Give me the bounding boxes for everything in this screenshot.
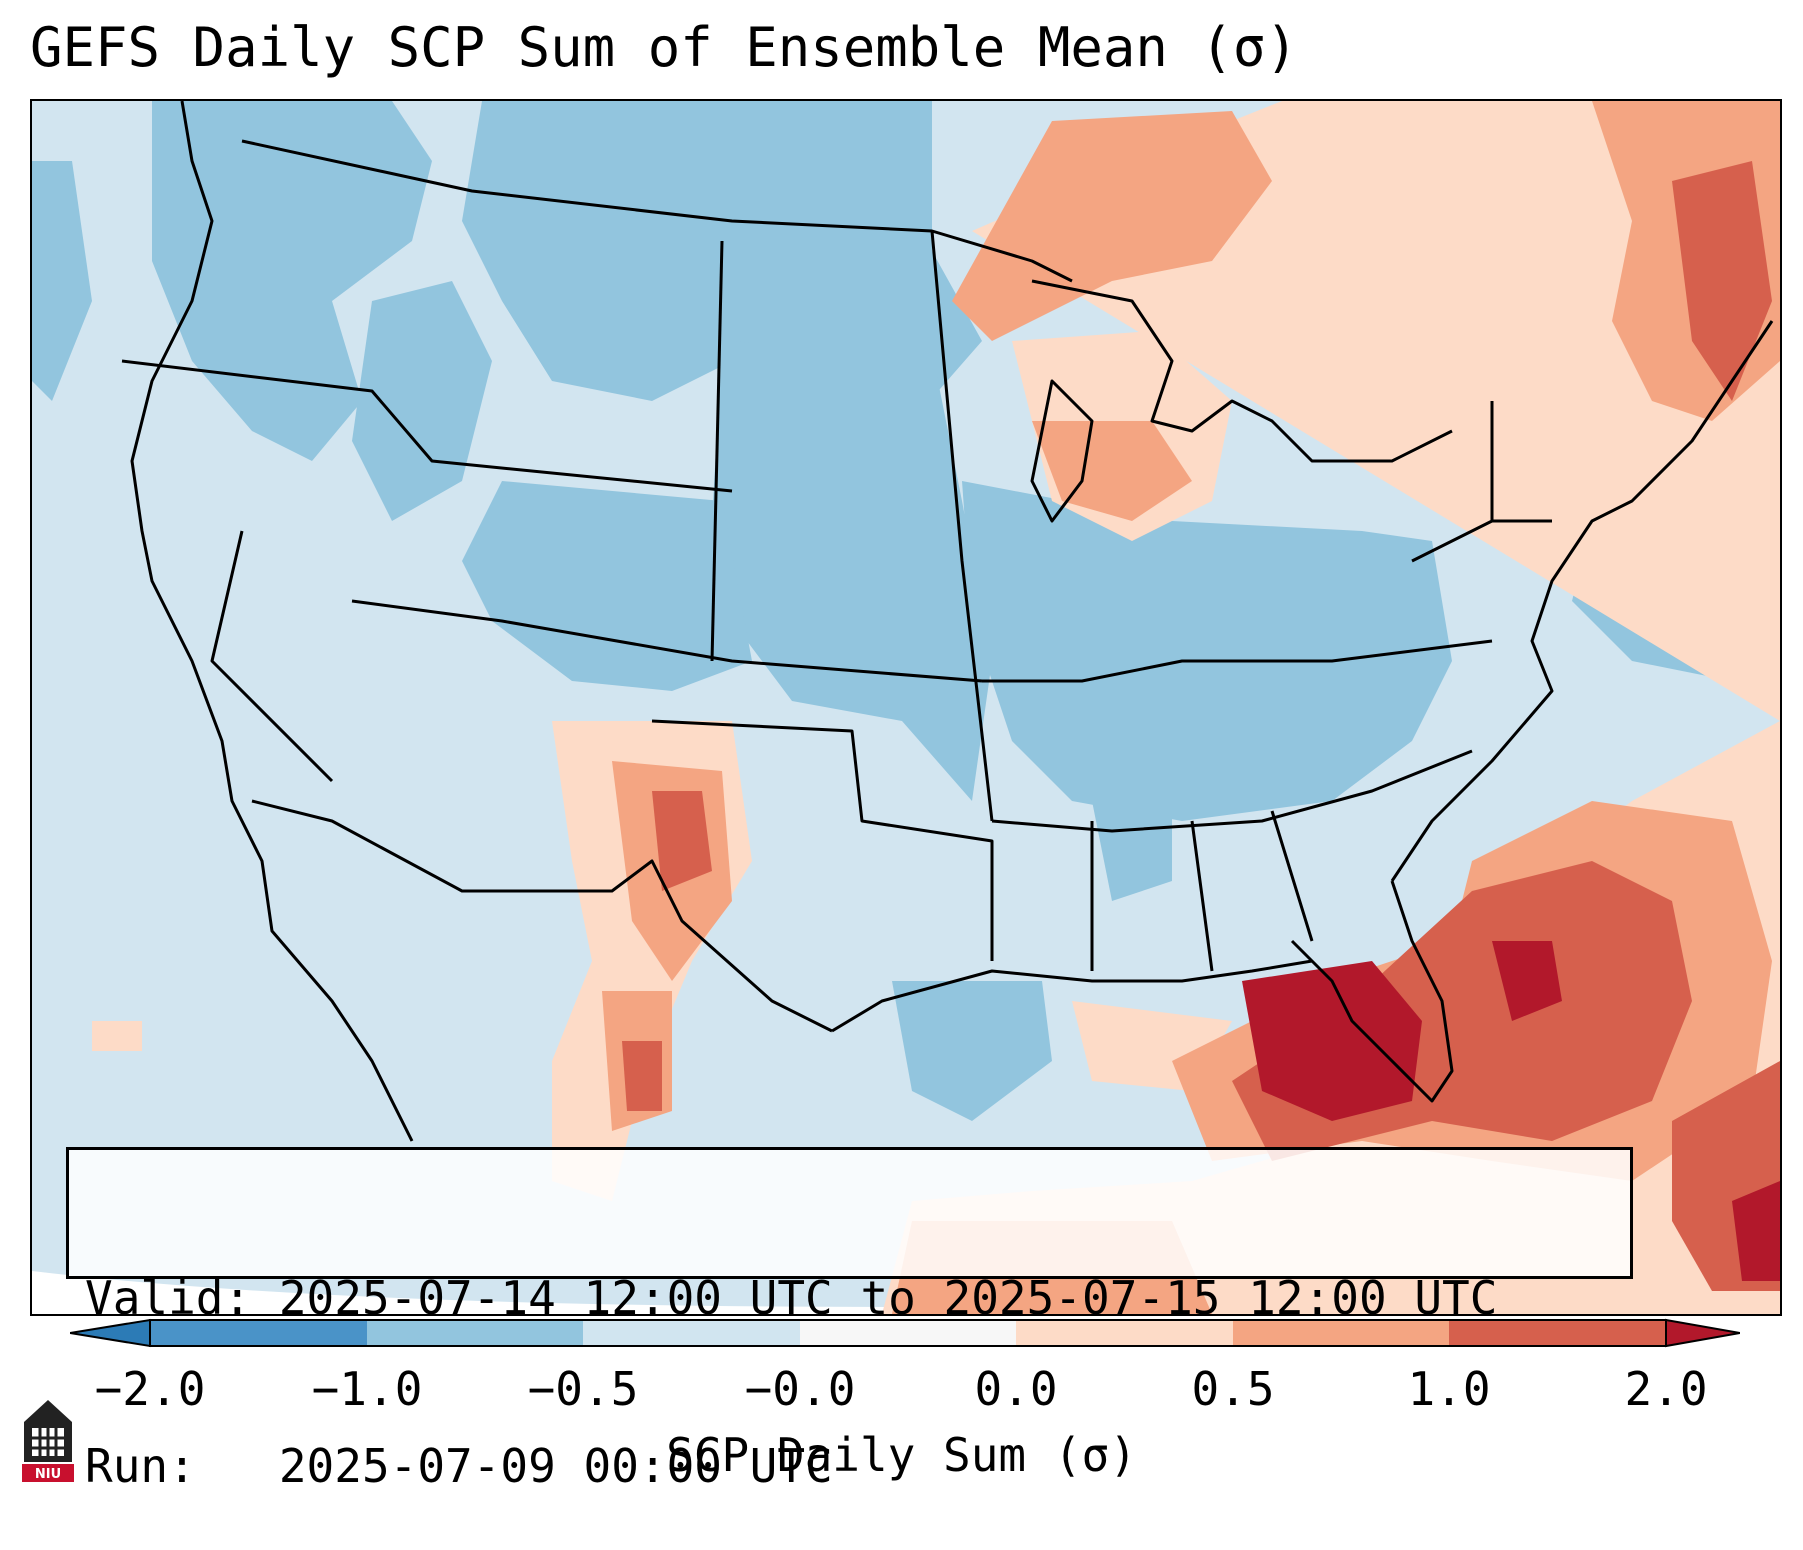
- colorbar-tick-label: −0.5: [527, 1362, 639, 1416]
- state-line-midwest: [982, 639, 1493, 683]
- map-panel: [30, 99, 1782, 1316]
- lake-michigan-outline: [1030, 379, 1094, 523]
- red-area-west-texas: [622, 1041, 662, 1111]
- great-lakes-outline: [1031, 279, 1453, 463]
- state-line-southeast: [1090, 810, 1314, 972]
- colorbar-tick-label: 0.5: [1191, 1362, 1275, 1416]
- state-line-plains-1: [710, 240, 724, 662]
- state-line-west-1: [121, 359, 733, 493]
- colorbar-bin: [150, 1320, 367, 1346]
- colorbar-outline: [149, 1319, 1667, 1347]
- darkred-area-bahamas: [1732, 1181, 1780, 1281]
- colorbar-bin: [1449, 1320, 1666, 1346]
- colorbar-bin: [583, 1320, 800, 1346]
- colorbar-tick-label: −0.0: [744, 1362, 856, 1416]
- colorbar-bin: [1016, 1320, 1233, 1346]
- mexico-us-border: [251, 799, 833, 1033]
- west-coastline: [130, 101, 414, 1142]
- boundary-lines: [121, 101, 1774, 1142]
- florida-peninsula: [1290, 880, 1454, 1103]
- blue-patch-idaho: [352, 281, 492, 521]
- orange-area-quebec: [952, 111, 1272, 341]
- positive-anomaly-layer-4: [1242, 941, 1780, 1281]
- red-area-new-mexico: [652, 791, 712, 891]
- darkred-area-florida-gulf: [1242, 961, 1422, 1121]
- colorbar-tick-label: 2.0: [1624, 1362, 1708, 1416]
- blue-patch-central-plains: [712, 341, 992, 801]
- salmon-area-baja: [92, 1021, 142, 1051]
- blue-patch-northwest: [152, 101, 432, 461]
- niu-logo: NIU: [22, 1400, 74, 1482]
- red-area-gulf-of-maine: [1672, 161, 1772, 401]
- blue-patch-colorado: [462, 481, 752, 691]
- state-line-plains-2: [930, 230, 994, 822]
- svg-text:NIU: NIU: [35, 1467, 61, 1482]
- valid-run-info-box: Valid: 2025-07-14 12:00 UTC to 2025-07-1…: [66, 1147, 1633, 1493]
- state-line-texas: [651, 719, 994, 961]
- colorbar-underflow-triangle: [70, 1318, 151, 1348]
- run-time-line: Run: 2025-07-09 00:00 UTC: [85, 1439, 833, 1493]
- canada-us-border: [241, 139, 1073, 283]
- state-line-northeast: [1411, 401, 1552, 563]
- colorbar-bin: [800, 1320, 1016, 1346]
- colorbar-label: SCP Daily Sum (σ): [666, 1428, 1137, 1482]
- blue-patch-pacific: [32, 161, 92, 401]
- gulf-coastline: [831, 959, 1313, 1033]
- colorbar-bin: [1233, 1320, 1449, 1346]
- state-line-south: [991, 749, 1473, 833]
- colorbar-tick-label: −1.0: [311, 1362, 423, 1416]
- darkred-area-atlantic: [1492, 941, 1562, 1021]
- colorbar-tick-label: 0.0: [974, 1362, 1058, 1416]
- blue-patch-midwest: [962, 481, 1452, 821]
- colorbar-bin: [367, 1320, 583, 1346]
- colorbar: [70, 1318, 1740, 1348]
- state-line-west-2: [210, 530, 334, 783]
- chart-title: GEFS Daily SCP Sum of Ensemble Mean (σ): [30, 16, 1298, 79]
- map-canvas: [32, 101, 1780, 1314]
- valid-time-line: Valid: 2025-07-14 12:00 UTC to 2025-07-1…: [85, 1271, 1498, 1325]
- blue-patch-mississippi: [1092, 801, 1172, 901]
- blue-patch-texas-gulf: [892, 981, 1052, 1121]
- colorbar-overflow-triangle: [1665, 1318, 1740, 1348]
- colorbar-tick-label: 1.0: [1407, 1362, 1491, 1416]
- east-coastline: [1390, 320, 1774, 882]
- state-line-mountain: [351, 599, 983, 683]
- colorbar-tick-label: −2.0: [94, 1362, 206, 1416]
